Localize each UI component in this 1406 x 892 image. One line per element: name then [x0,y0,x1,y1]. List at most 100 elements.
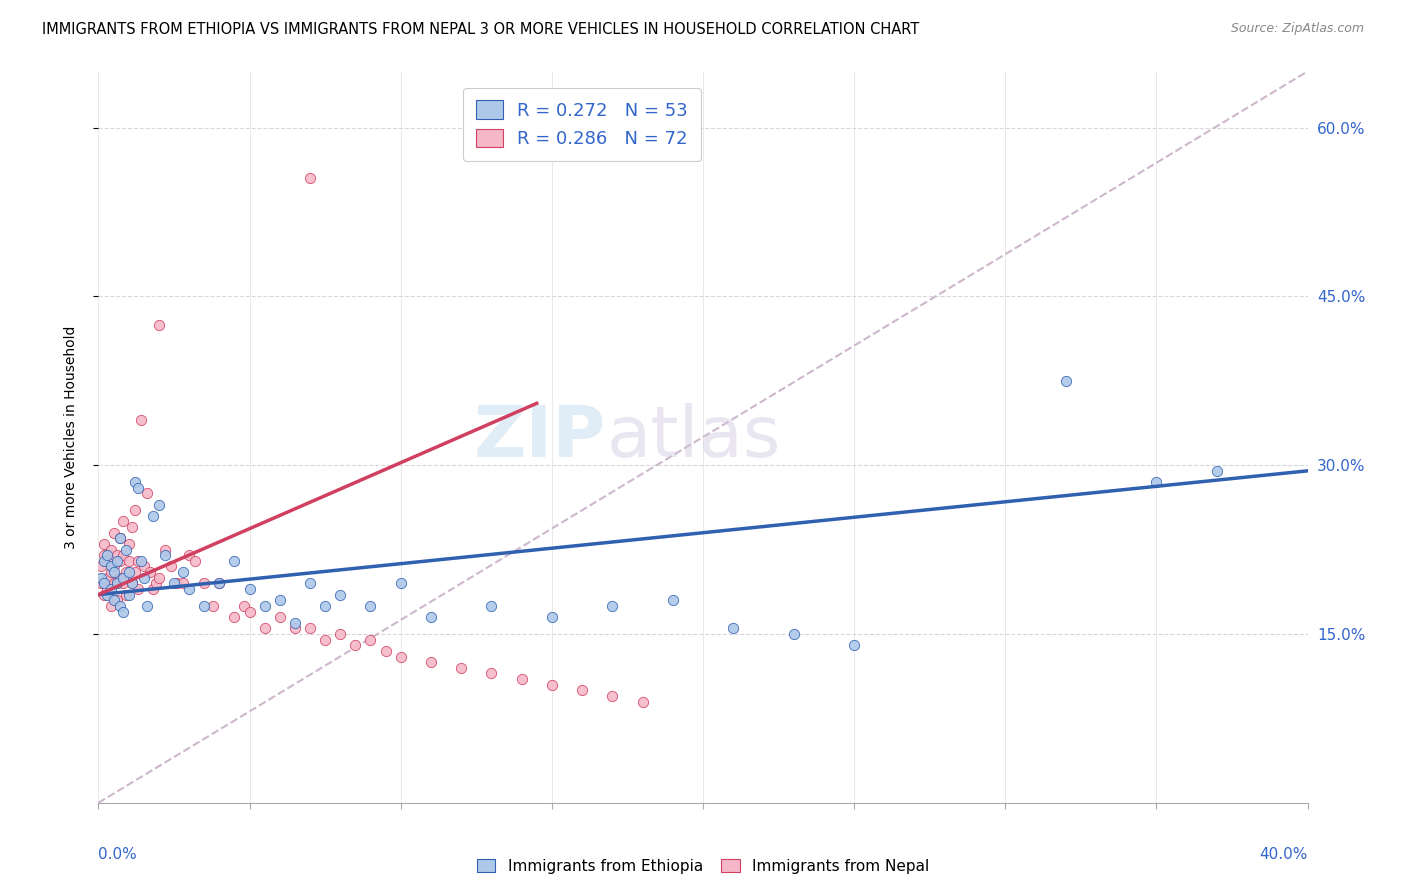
Point [93,588,115,602]
Point [163,576,186,591]
Point [179,548,201,562]
Point [96,554,118,568]
Point [96,588,118,602]
Text: 0.0%: 0.0% [98,847,138,862]
Point [103,576,125,591]
Point [90,559,112,574]
Point [783,627,806,641]
Point [111,605,134,619]
Point [269,610,291,624]
Point [103,593,125,607]
Point [389,649,412,664]
Text: IMMIGRANTS FROM ETHIOPIA VS IMMIGRANTS FROM NEPAL 3 OR MORE VEHICLES IN HOUSEHOL: IMMIGRANTS FROM ETHIOPIA VS IMMIGRANTS F… [42,22,920,37]
Point [96,571,118,585]
Point [269,593,291,607]
Point [118,537,141,551]
Point [100,565,122,579]
Point [105,593,128,607]
Point [420,655,443,669]
Point [118,554,141,568]
Point [172,565,194,579]
Point [96,548,118,562]
Point [121,520,143,534]
Point [96,582,118,596]
Point [129,413,152,427]
Point [121,576,143,591]
Point [114,565,136,579]
Point [103,559,125,574]
Point [153,542,176,557]
Point [111,515,134,529]
Point [103,565,125,579]
Point [374,644,396,658]
Point [153,548,176,562]
Point [93,548,115,562]
Point [139,565,162,579]
Point [314,632,336,647]
Point [344,638,367,652]
Point [105,576,128,591]
Point [1144,475,1167,489]
Point [232,599,254,613]
Point [360,632,382,647]
Point [224,610,246,624]
Point [124,565,146,579]
Text: ZIP: ZIP [474,402,606,472]
Legend: R = 0.272   N = 53, R = 0.286   N = 72: R = 0.272 N = 53, R = 0.286 N = 72 [464,87,700,161]
Point [571,683,593,698]
Point [540,678,562,692]
Point [253,599,276,613]
Legend: Immigrants from Ethiopia, Immigrants from Nepal: Immigrants from Ethiopia, Immigrants fro… [471,853,935,880]
Point [142,508,165,523]
Point [127,481,149,495]
Point [105,576,128,591]
Point [253,621,276,635]
Point [103,525,125,540]
Point [179,582,201,596]
Point [208,576,231,591]
Point [114,588,136,602]
Point [105,548,128,562]
Point [90,576,112,591]
Point [111,576,134,591]
Point [329,588,352,602]
Point [450,661,472,675]
Point [135,486,157,500]
Point [100,599,122,613]
Point [239,605,262,619]
Point [124,475,146,489]
Point [111,548,134,562]
Point [148,318,170,332]
Point [132,559,155,574]
Point [844,638,866,652]
Point [510,672,533,686]
Point [124,503,146,517]
Point [481,599,503,613]
Point [121,576,143,591]
Point [1206,464,1229,478]
Point [299,621,322,635]
Point [100,582,122,596]
Point [108,554,131,568]
Point [284,615,307,630]
Point [100,542,122,557]
Point [193,599,215,613]
Text: Source: ZipAtlas.com: Source: ZipAtlas.com [1230,22,1364,36]
Point [631,694,654,708]
Point [105,554,128,568]
Point [202,599,225,613]
Point [1054,374,1077,388]
Point [127,554,149,568]
Point [481,666,503,681]
Text: 40.0%: 40.0% [1260,847,1308,862]
Point [142,582,165,596]
Point [93,537,115,551]
Point [100,559,122,574]
Point [314,599,336,613]
Point [111,571,134,585]
Point [299,171,322,186]
Point [420,610,443,624]
Point [129,554,152,568]
Point [108,532,131,546]
Point [602,599,624,613]
